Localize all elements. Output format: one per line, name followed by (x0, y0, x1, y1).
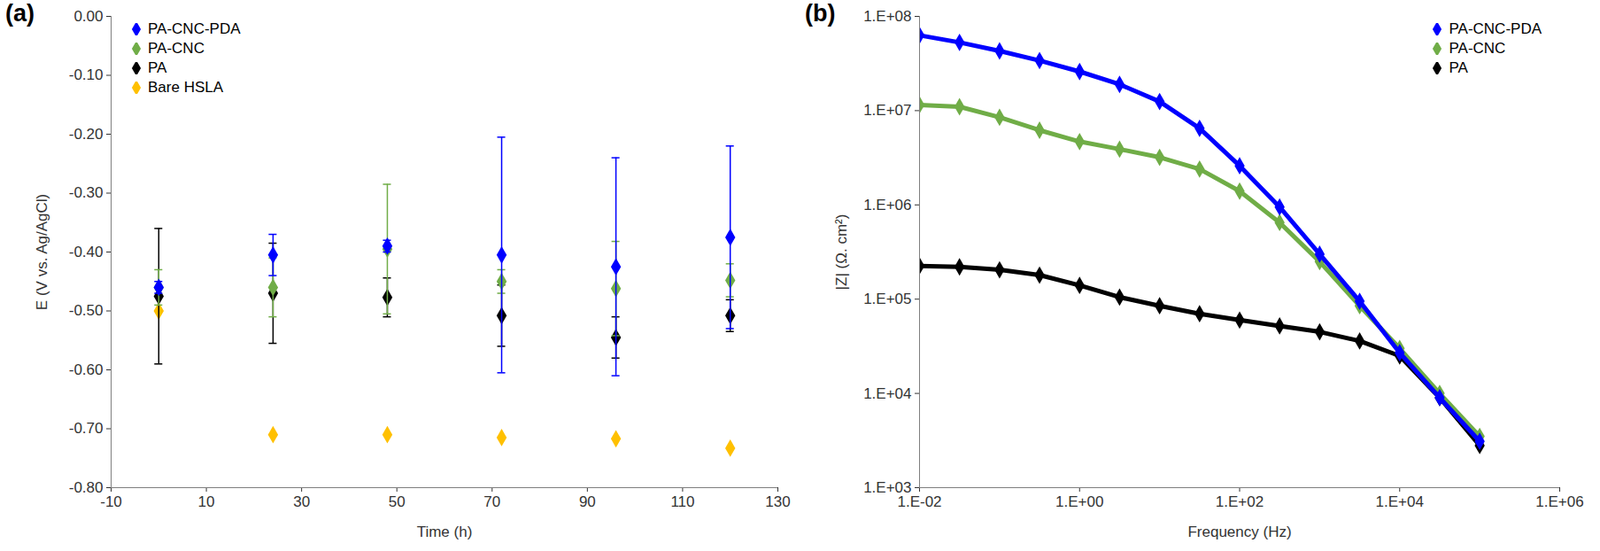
html-text:PA-CNC-PDA: PA-CNC-PDA (1449, 20, 1542, 38)
svg-text:10: 10 (198, 493, 216, 511)
html-text:PA: PA (1449, 59, 1468, 77)
html-text:PA-CNC: PA-CNC (1449, 39, 1506, 57)
html-text:PA-CNC: PA-CNC (147, 39, 205, 57)
svg-text:110: 110 (670, 493, 695, 511)
svg-text:Frequency (Hz): Frequency (Hz) (1187, 523, 1291, 541)
svg-text:-0.20: -0.20 (69, 125, 104, 143)
svg-text:-0.30: -0.30 (69, 184, 104, 201)
svg-text:0.00: 0.00 (73, 7, 103, 25)
svg-text:1.E+04: 1.E+04 (1375, 493, 1424, 511)
svg-text:-0.40: -0.40 (69, 243, 104, 261)
svg-text:1.E+08: 1.E+08 (863, 7, 912, 25)
svg-text:30: 30 (293, 493, 310, 511)
html-text:(a): (a) (5, 0, 35, 27)
svg-text:-10: -10 (100, 493, 123, 511)
svg-text:50: 50 (388, 493, 406, 511)
svg-text:Time (h): Time (h) (417, 523, 473, 541)
svg-text:90: 90 (579, 493, 596, 511)
svg-text:E (V vs. Ag/AgCl): E (V vs. Ag/AgCl) (33, 193, 51, 310)
svg-text:70: 70 (483, 493, 501, 511)
html-text:PA: PA (147, 59, 167, 77)
svg-text:-0.50: -0.50 (69, 301, 104, 319)
svg-text:-0.10: -0.10 (69, 66, 104, 84)
svg-text:1.E+07: 1.E+07 (863, 101, 912, 119)
svg-text:|Z| (Ω. cm²): |Z| (Ω. cm²) (833, 214, 851, 291)
svg-text:1.E+00: 1.E+00 (1055, 493, 1104, 511)
svg-text:1.E+03: 1.E+03 (863, 478, 912, 496)
html-text:(b): (b) (804, 0, 836, 27)
svg-text:130: 130 (765, 493, 790, 511)
svg-text:-0.70: -0.70 (69, 419, 104, 437)
svg-text:-0.80: -0.80 (69, 479, 104, 496)
svg-text:1.E+06: 1.E+06 (1535, 493, 1584, 511)
svg-text:1.E+06: 1.E+06 (863, 196, 912, 214)
svg-text:1.E+02: 1.E+02 (1215, 493, 1264, 511)
svg-text:1.E+04: 1.E+04 (863, 385, 912, 402)
html-text:PA-CNC-PDA: PA-CNC-PDA (147, 20, 241, 38)
svg-text:-0.60: -0.60 (69, 361, 104, 379)
svg-text:1.E-02: 1.E-02 (896, 493, 942, 511)
html-text:Bare HSLA: Bare HSLA (147, 78, 224, 96)
svg-text:1.E+05: 1.E+05 (863, 290, 912, 308)
